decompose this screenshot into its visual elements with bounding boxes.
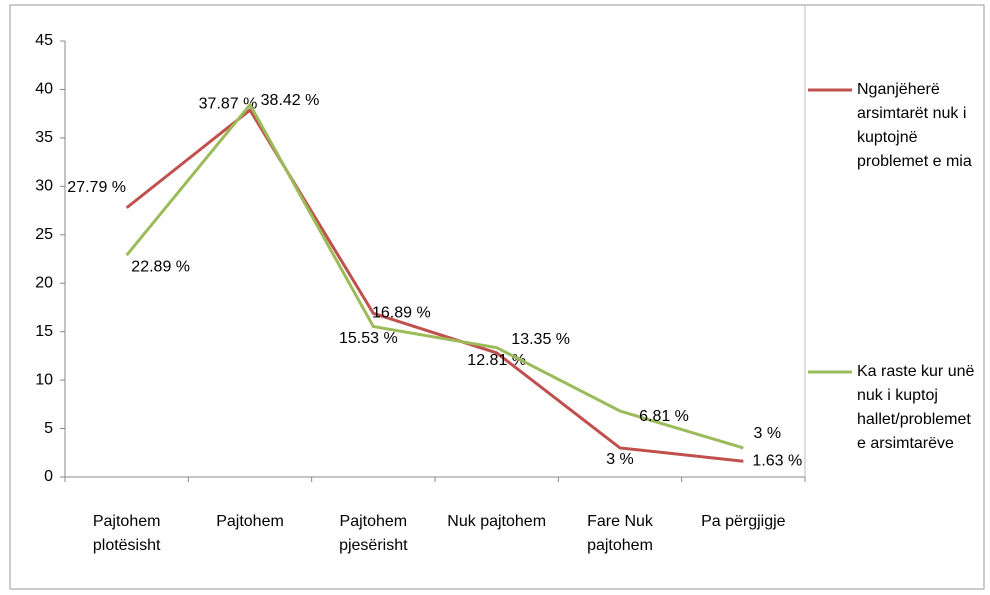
legend-label: Ka raste kur unë nuk i kuptoj hallet/pro… (857, 363, 975, 452)
data-label: 3 % (606, 451, 634, 468)
data-label: 16.89 % (372, 305, 431, 322)
data-label: 3 % (754, 425, 782, 442)
x-tick-label: Nuk pajtohem (447, 513, 547, 530)
x-tick-label: Pajtohem plotësisht (92, 513, 161, 554)
data-label: 37.87 % (199, 95, 258, 112)
y-tick-label: 40 (35, 81, 53, 98)
y-tick-label: 20 (35, 274, 53, 291)
y-tick-label: 5 (44, 420, 53, 437)
y-tick-label: 45 (35, 32, 53, 49)
x-tick-label: Fare Nuk pajtohem (587, 513, 653, 554)
data-label: 22.89 % (131, 258, 190, 275)
legend-label: Nganjëherë arsimtarët nuk i kuptojnë pro… (857, 81, 972, 170)
data-label: 6.81 % (639, 408, 689, 425)
y-tick-label: 35 (35, 129, 53, 146)
y-tick-label: 25 (35, 226, 53, 243)
x-tick-label: Pajtohem pjesërisht (339, 513, 408, 554)
data-label: 27.79 % (67, 179, 126, 196)
data-label: 13.35 % (511, 331, 570, 348)
data-label: 38.42 % (261, 92, 320, 109)
series-line (125, 107, 744, 463)
data-label: 1.63 % (752, 452, 802, 469)
chart-frame (9, 4, 985, 590)
series-line (125, 102, 744, 450)
data-label: 15.53 % (339, 330, 398, 347)
y-tick-label: 0 (44, 468, 53, 485)
data-label: 12.81 % (467, 352, 526, 369)
y-tick-label: 15 (35, 323, 53, 340)
y-tick-label: 30 (35, 178, 53, 195)
x-tick-label: Pa përgjigje (701, 513, 786, 530)
y-tick-label: 10 (35, 371, 53, 388)
x-tick-label: Pajtohem (216, 513, 284, 530)
